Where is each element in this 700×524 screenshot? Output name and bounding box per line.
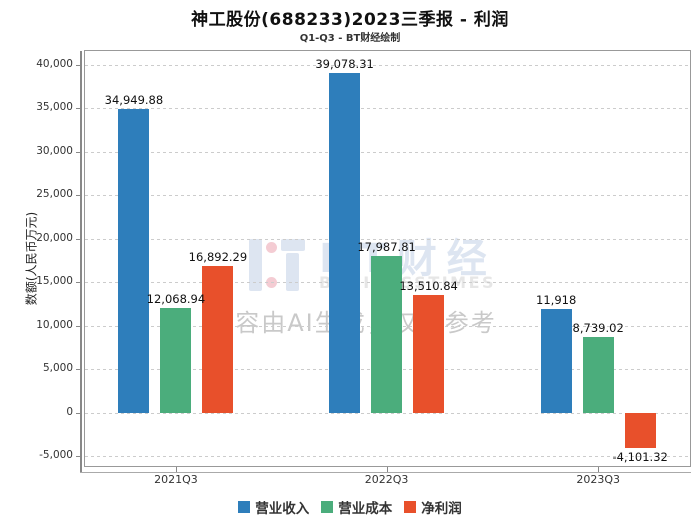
bar-营业收入-2022Q3 — [329, 72, 361, 413]
y-tick — [76, 108, 81, 110]
legend-swatch-icon — [404, 501, 417, 513]
y-tick-label: 15,000 — [36, 275, 73, 288]
bar-营业成本-2022Q3 — [371, 256, 403, 413]
bar-营业成本-2021Q3 — [160, 307, 192, 413]
legend-item-营业收入: 营业收入 — [238, 497, 309, 517]
y-tick-label: 0 — [66, 405, 73, 418]
grid-line — [85, 151, 690, 153]
y-tick — [76, 151, 81, 153]
y-tick — [76, 456, 81, 457]
x-axis-spine — [80, 471, 691, 473]
y-tick-label: -5,000 — [39, 449, 73, 461]
bar-营业成本-2023Q3 — [582, 336, 614, 413]
x-tick — [598, 467, 600, 472]
bar-value-label: 11,918 — [536, 293, 577, 307]
bar-净利润-2023Q3 — [624, 412, 656, 449]
y-axis-spine — [80, 51, 82, 472]
bar-value-label: 13,510.84 — [399, 279, 458, 294]
y-tick — [76, 325, 81, 327]
legend: 营业收入 营业成本 净利润 — [0, 497, 700, 517]
plot-area: BT财经 BUSINESSTIMES 内容由AI生成，仅供参考 40,00035… — [36, 50, 691, 486]
legend-label: 净利润 — [421, 501, 462, 517]
legend-item-净利润: 净利润 — [404, 497, 462, 517]
grid-line — [85, 195, 690, 197]
y-tick — [76, 238, 81, 240]
grid-line — [85, 238, 690, 240]
grid-line — [85, 456, 690, 457]
y-tick-label: 35,000 — [36, 101, 73, 114]
y-tick — [76, 369, 81, 371]
x-tick — [175, 467, 177, 472]
legend-swatch-icon — [238, 501, 251, 513]
y-tick-label: 10,000 — [36, 318, 73, 331]
legend-label: 营业收入 — [255, 501, 310, 517]
bar-净利润-2021Q3 — [202, 265, 234, 413]
bar-value-label: 39,078.31 — [315, 56, 374, 71]
bar-value-label: -4,101.32 — [612, 450, 668, 465]
chart-subtitle: Q1-Q3 - BT财经绘制 — [299, 33, 401, 44]
grid-line — [85, 64, 690, 66]
grid-line — [85, 412, 690, 414]
bar-value-label: 16,892.29 — [188, 249, 248, 264]
y-tick-label: 40,000 — [36, 57, 73, 70]
y-tick-label: 30,000 — [36, 144, 73, 157]
y-tick-label: 25,000 — [36, 188, 73, 201]
y-tick — [76, 282, 81, 284]
y-tick — [76, 195, 81, 197]
x-tick-label: 2021Q3 — [154, 473, 198, 486]
legend-item-营业成本: 营业成本 — [321, 497, 392, 517]
y-axis-title: 数额(人民币万元) — [24, 211, 39, 306]
bar-营业收入-2021Q3 — [118, 108, 150, 413]
legend-label: 营业成本 — [338, 501, 393, 517]
bar-value-label: 8,739.02 — [572, 320, 624, 335]
x-tick-label: 2023Q3 — [576, 473, 620, 486]
y-tick — [76, 64, 81, 66]
legend-swatch-icon — [321, 501, 334, 513]
bar-value-label: 17,987.81 — [357, 240, 416, 255]
y-tick-label: 5,000 — [42, 362, 73, 375]
grid-line — [85, 108, 690, 110]
bar-value-label: 12,068.94 — [146, 291, 206, 306]
y-tick-label: 20,000 — [36, 231, 73, 244]
bar-净利润-2022Q3 — [413, 295, 445, 413]
y-tick — [76, 412, 81, 414]
x-tick-label: 2022Q3 — [364, 473, 409, 486]
x-tick — [386, 467, 388, 472]
chart-title: 神工股份(688233)2023三季报 - 利润 — [191, 10, 509, 30]
bar-value-label: 34,949.88 — [104, 92, 164, 107]
bar-营业收入-2023Q3 — [540, 309, 572, 413]
